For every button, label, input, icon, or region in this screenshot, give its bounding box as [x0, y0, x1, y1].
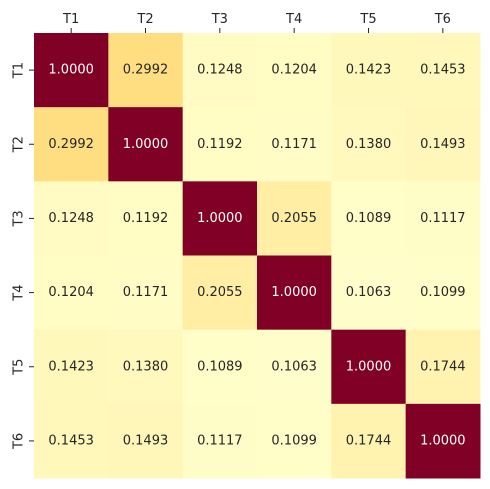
cell-value-label-T2-T6: 0.1493	[420, 137, 466, 152]
heatmap-cell-T5-T1	[34, 329, 109, 405]
x-tick-label-T3: T3	[211, 12, 228, 27]
x-tick-label-T4: T4	[285, 12, 302, 27]
x-tick-label-T6: T6	[434, 12, 451, 27]
y-tick-label-T4: T4	[12, 284, 27, 301]
heatmap-cell-T4-T2	[108, 255, 184, 331]
y-tick-label-T1: T1	[12, 62, 27, 79]
heatmap-cell-T5-T3	[182, 329, 258, 405]
cell-value-label-T6-T4: 0.1099	[271, 433, 317, 448]
heatmap-cell-T6-T5	[331, 403, 407, 479]
heatmap-cell-T6-T6	[405, 403, 481, 479]
heatmap-cell-T1-T6	[405, 33, 481, 108]
cell-value-label-T6-T3: 0.1117	[197, 433, 243, 448]
heatmap-cell-T5-T6	[405, 329, 481, 405]
heatmap-cell-T2-T4	[257, 107, 332, 182]
heatmap-cell-T3-T1	[34, 181, 109, 256]
cell-value-label-T6-T1: 0.1453	[48, 433, 94, 448]
heatmap-cell-T2-T3	[182, 107, 258, 182]
cell-value-label-T3-T6: 0.1117	[420, 211, 466, 226]
cell-value-label-T1-T5: 0.1423	[346, 63, 392, 78]
heatmap-cell-T3-T6	[405, 181, 481, 256]
y-axis-left: T1 T2 T3 T4 T5 T6	[12, 62, 34, 450]
heatmap-cell-T2-T6	[405, 107, 481, 182]
heatmap-cell-T4-T4	[257, 255, 332, 331]
heatmap-cell-T3-T4	[257, 181, 332, 256]
cell-value-label-T2-T5: 0.1380	[346, 137, 392, 152]
cell-value-label-T4-T5: 0.1063	[346, 285, 392, 300]
cell-value-label-T2-T1: 0.2992	[48, 137, 94, 152]
cell-value-label-T3-T1: 0.1248	[48, 211, 94, 226]
heatmap-cell-T6-T2	[108, 403, 184, 479]
cell-value-label-T1-T1: 1.0000	[48, 63, 94, 78]
cell-value-label-T3-T3: 1.0000	[197, 211, 243, 226]
y-tick-label-T6: T6	[12, 433, 27, 450]
heatmap-cell-T3-T5	[331, 181, 407, 256]
heatmap-cell-labels: 1.0000 0.2992 0.1248 0.1204 0.1423 0.1453 0.29…	[48, 63, 465, 449]
heatmap-cell-T6-T3	[182, 403, 258, 479]
heatmap-cell-T1-T2	[108, 33, 184, 108]
x-tick-label-T5: T5	[359, 12, 376, 27]
cell-value-label-T6-T5: 0.1744	[346, 433, 392, 448]
heatmap-cell-T2-T5	[331, 107, 407, 182]
heatmap-cell-T1-T1	[34, 33, 109, 108]
x-tick-label-T1: T1	[62, 12, 79, 27]
cell-value-label-T2-T2: 1.0000	[123, 137, 169, 152]
heatmap-cell-T2-T2	[108, 107, 184, 182]
cell-value-label-T5-T4: 0.1063	[271, 359, 317, 374]
heatmap-cell-T4-T3	[182, 255, 258, 331]
cell-value-label-T3-T4: 0.2055	[271, 211, 317, 226]
heatmap-cell-T4-T6	[405, 255, 481, 331]
cell-value-label-T3-T2: 0.1192	[123, 211, 169, 226]
heatmap-cell-T5-T5	[331, 329, 407, 405]
cell-value-label-T1-T3: 0.1248	[197, 63, 243, 78]
heatmap-cell-T2-T1	[34, 107, 109, 182]
cell-value-label-T4-T2: 0.1171	[123, 285, 169, 300]
y-tick-label-T3: T3	[12, 210, 27, 227]
y-tick-label-T5: T5	[12, 359, 27, 376]
heatmap-cell-T5-T2	[108, 329, 184, 405]
cell-value-label-T5-T1: 0.1423	[48, 359, 94, 374]
heatmap-cell-T4-T5	[331, 255, 407, 331]
cell-value-label-T4-T3: 0.2055	[197, 285, 243, 300]
heatmap-cell-T5-T4	[257, 329, 332, 405]
cell-value-label-T4-T6: 0.1099	[420, 285, 466, 300]
cell-value-label-T6-T2: 0.1493	[123, 433, 169, 448]
cell-value-label-T4-T4: 1.0000	[271, 285, 317, 300]
x-tick-label-T2: T2	[136, 12, 153, 27]
cell-value-label-T1-T6: 0.1453	[420, 63, 466, 78]
y-tick-label-T2: T2	[12, 136, 27, 153]
cell-value-label-T4-T1: 0.1204	[48, 285, 94, 300]
heatmap-cell-T1-T5	[331, 33, 407, 108]
heatmap-cells	[34, 33, 481, 479]
cell-value-label-T5-T5: 1.0000	[346, 359, 392, 374]
heatmap-cell-T4-T1	[34, 255, 109, 331]
cell-value-label-T5-T6: 0.1744	[420, 359, 466, 374]
cell-value-label-T2-T4: 0.1171	[271, 137, 317, 152]
cell-value-label-T5-T3: 0.1089	[197, 359, 243, 374]
heatmap-cell-T3-T3	[182, 181, 258, 256]
heatmap-cell-T1-T3	[182, 33, 258, 108]
heatmap-cell-T6-T1	[34, 403, 109, 479]
heatmap-cell-T6-T4	[257, 403, 332, 479]
cell-value-label-T6-T6: 1.0000	[420, 433, 466, 448]
cell-value-label-T3-T5: 0.1089	[346, 211, 392, 226]
x-axis-top: T1 T2 T3 T4 T5 T6	[62, 12, 451, 33]
cell-value-label-T5-T2: 0.1380	[123, 359, 169, 374]
heatmap-cell-T3-T2	[108, 181, 184, 256]
heatmap-cell-T1-T4	[257, 33, 332, 108]
cell-value-label-T1-T4: 0.1204	[271, 63, 317, 78]
cell-value-label-T2-T3: 0.1192	[197, 137, 243, 152]
cell-value-label-T1-T2: 0.2992	[123, 63, 169, 78]
